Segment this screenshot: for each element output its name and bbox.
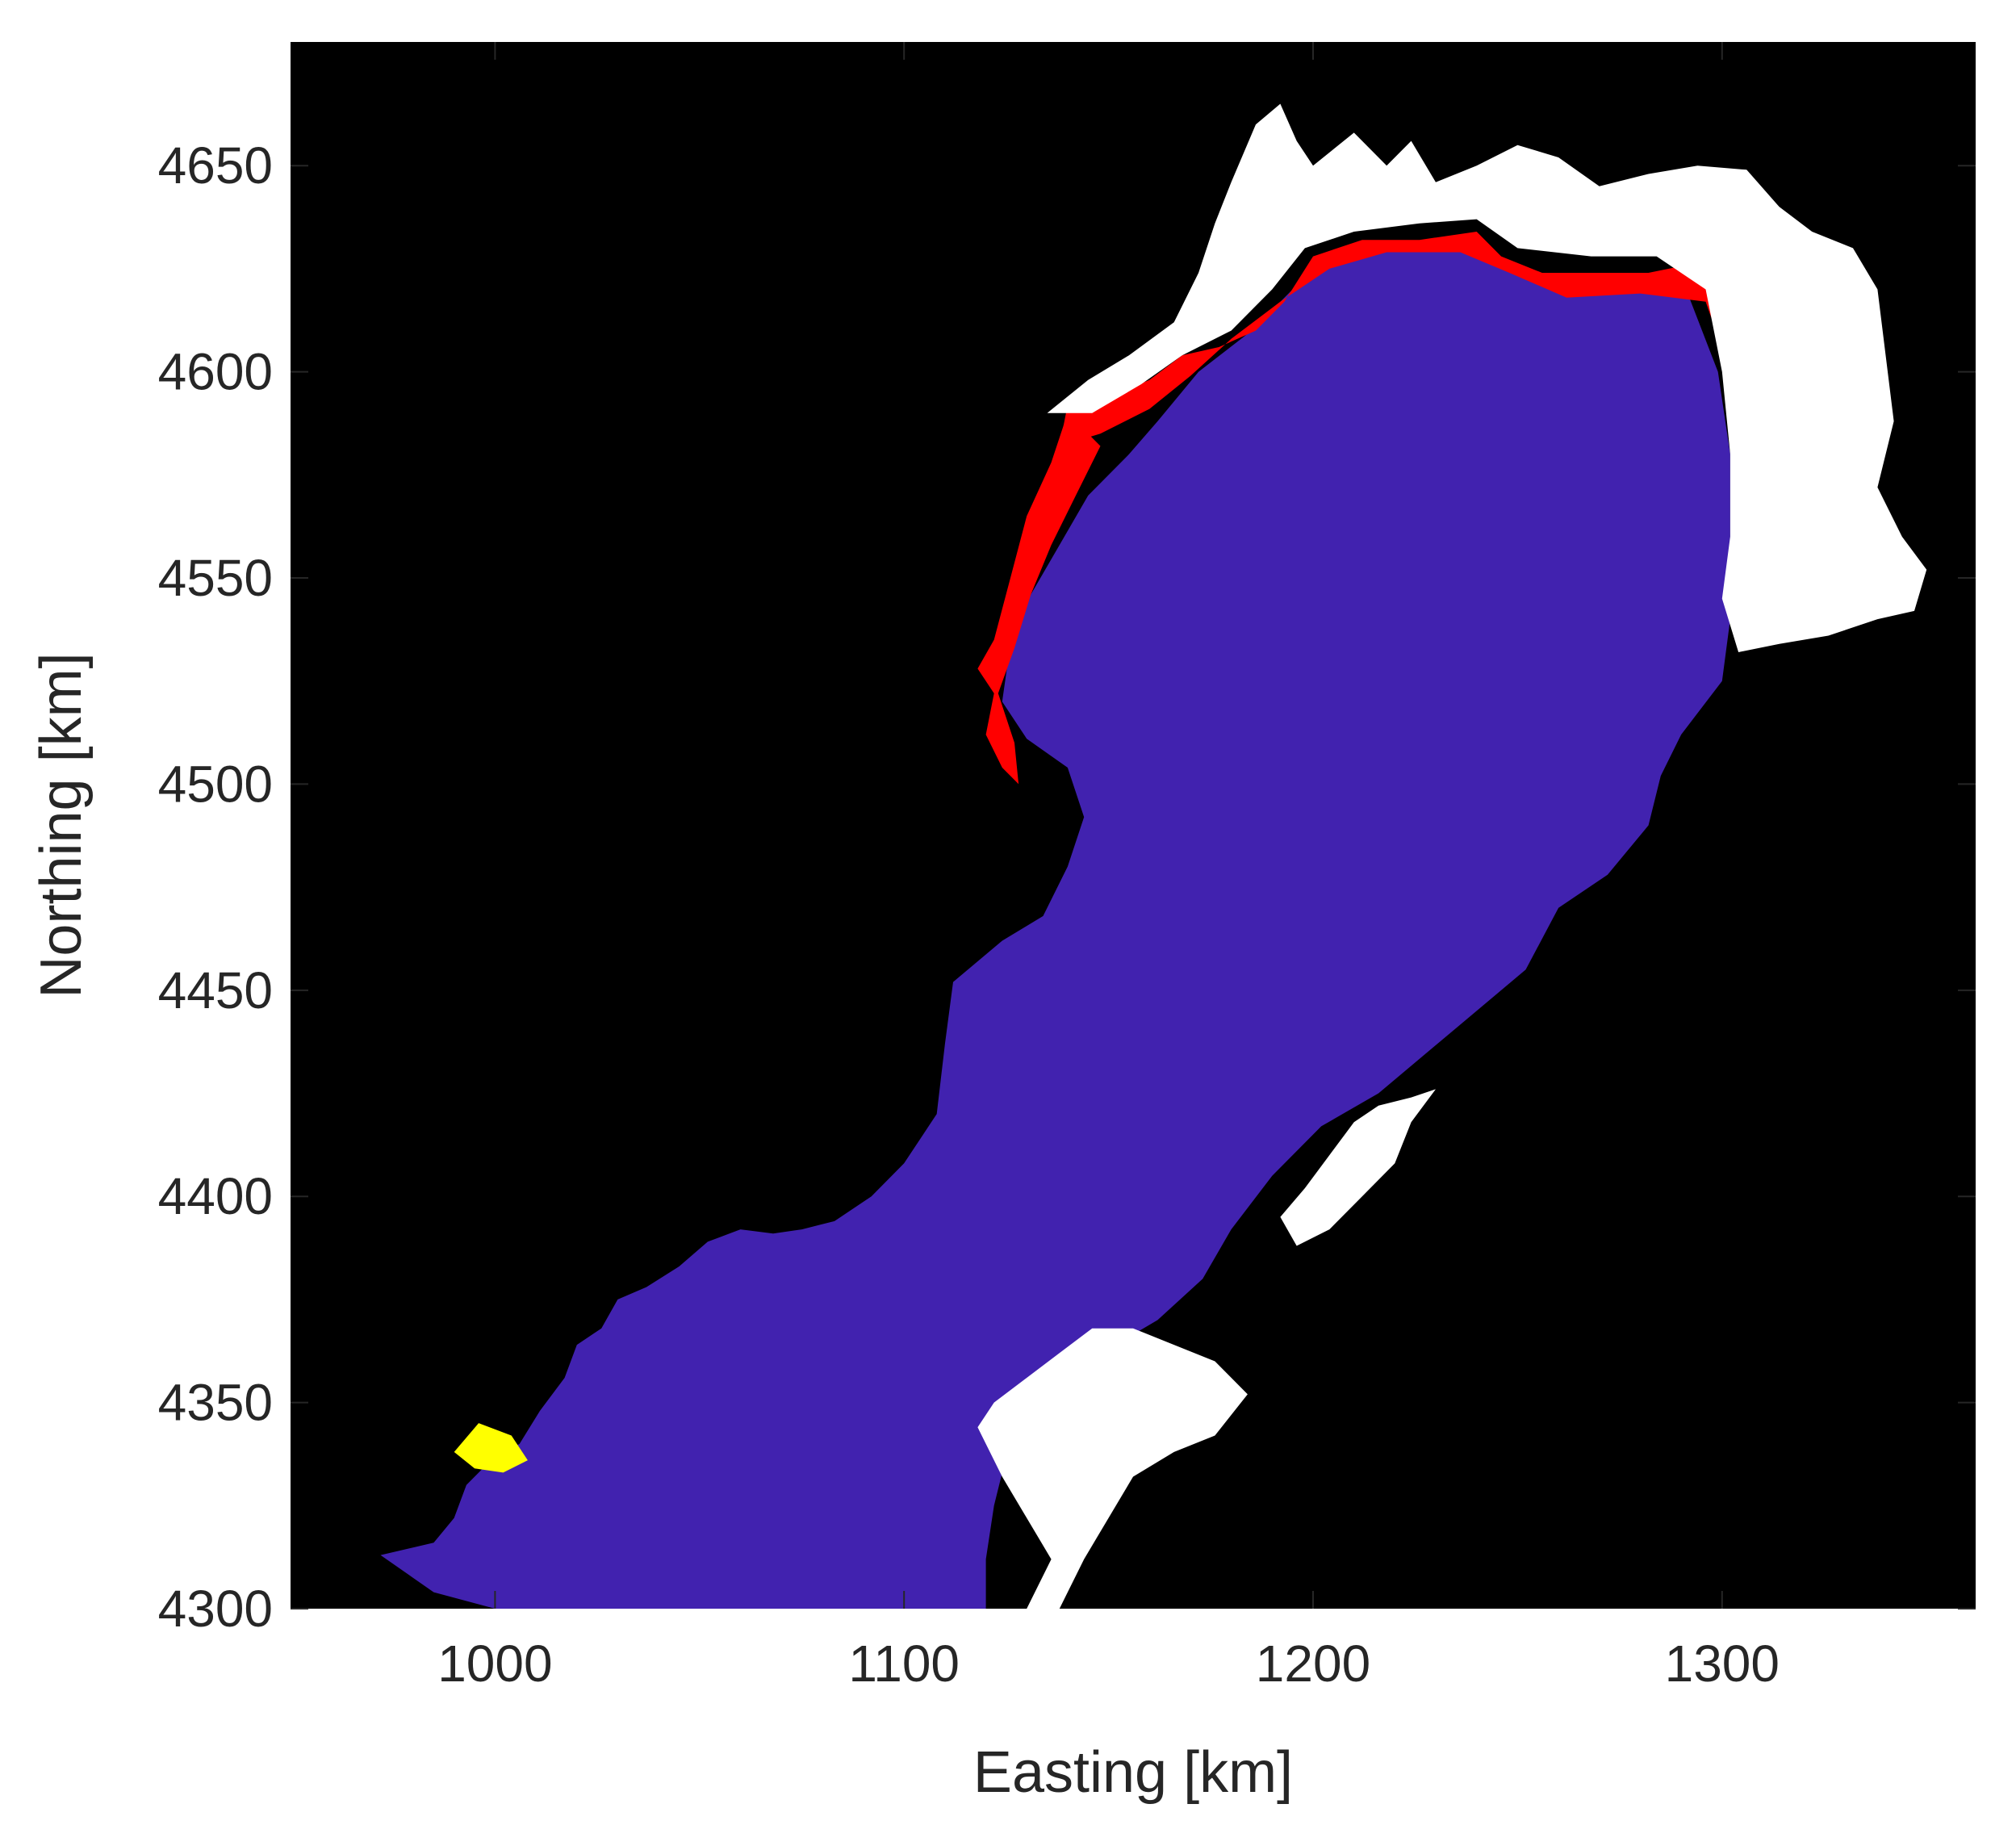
region-white-south bbox=[977, 1328, 1248, 1609]
region-white-east bbox=[1280, 1089, 1436, 1246]
y-axis-title: Northing [km] bbox=[29, 652, 94, 998]
y-tick-label: 4500 bbox=[158, 755, 273, 813]
y-tick-label: 4550 bbox=[158, 549, 273, 607]
x-axis-title: Easting [km] bbox=[973, 1740, 1293, 1805]
region-main bbox=[380, 248, 1730, 1609]
y-axis: 4300 4350 4400 4450 4500 4550 4600 4650 bbox=[158, 136, 1976, 1638]
x-tick-label: 1000 bbox=[437, 1635, 552, 1693]
y-tick-label: 4350 bbox=[158, 1374, 273, 1432]
regions-group bbox=[380, 103, 1927, 1609]
y-tick-label: 4300 bbox=[158, 1580, 273, 1638]
y-tick-label: 4450 bbox=[158, 961, 273, 1019]
region-white-north bbox=[1047, 103, 1927, 653]
y-tick-label: 4600 bbox=[158, 343, 273, 401]
region-red-west bbox=[977, 412, 1101, 785]
y-tick-label: 4400 bbox=[158, 1167, 273, 1225]
y-tick-label: 4650 bbox=[158, 136, 273, 195]
x-axis: 1000 1100 1200 1300 bbox=[437, 42, 1780, 1693]
x-tick-label: 1200 bbox=[1256, 1635, 1370, 1693]
region-yellow-patch bbox=[454, 1423, 528, 1473]
x-tick-label: 1300 bbox=[1665, 1635, 1780, 1693]
x-tick-label: 1100 bbox=[848, 1635, 960, 1693]
